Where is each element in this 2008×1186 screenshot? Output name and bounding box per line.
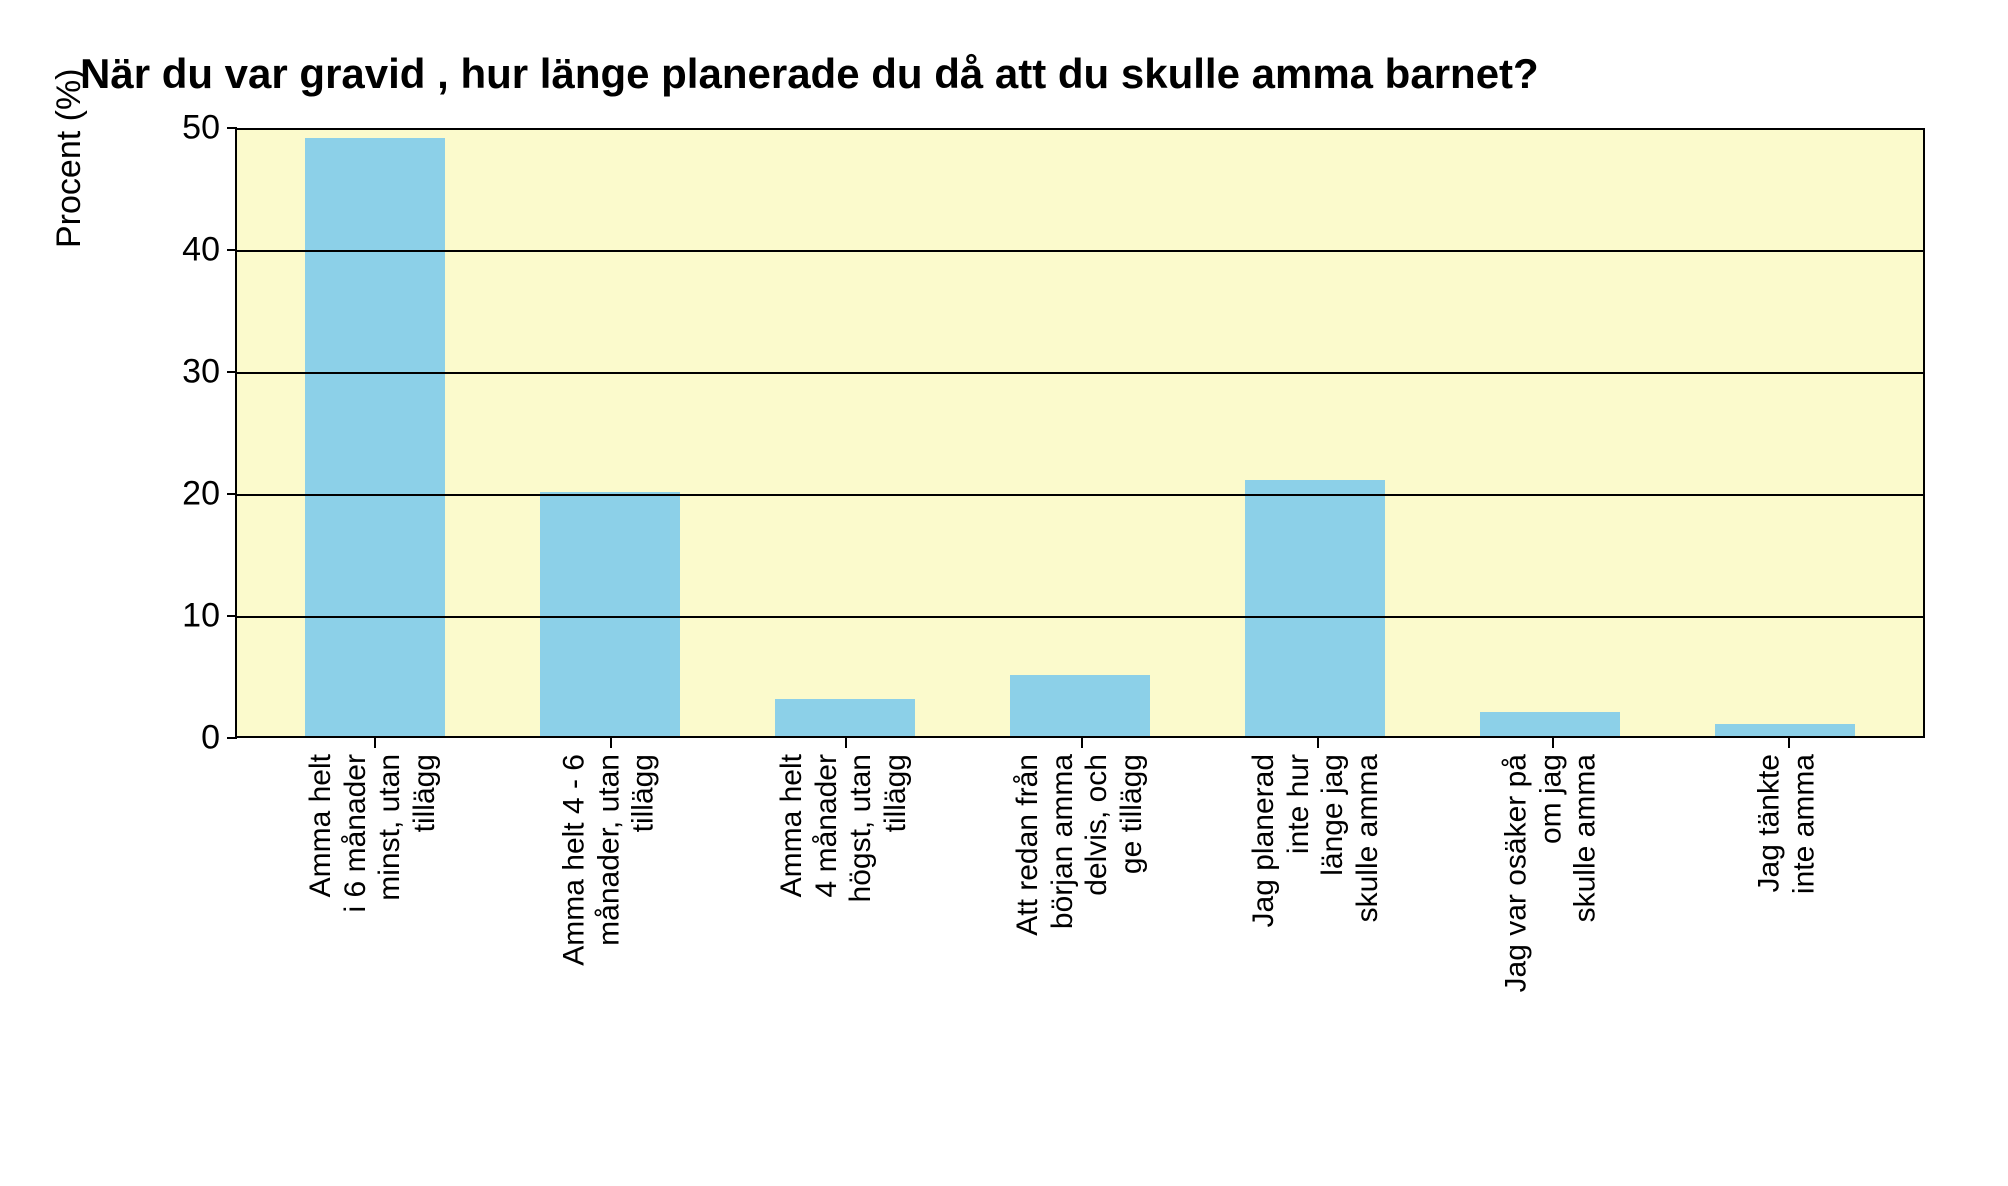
bar-slot [257,128,492,736]
y-tick-mark [227,737,237,739]
x-tick-mark [1788,738,1790,748]
x-label-slot: Jag planerad inte hur länge jag skulle a… [1198,754,1434,1154]
x-axis-category-label: Jag planerad inte hur länge jag skulle a… [1247,754,1385,927]
bar-slot [1668,128,1903,736]
x-tick-mark [1552,738,1554,748]
bar-slot [492,128,727,736]
y-tick-mark [227,493,237,495]
grid-line [237,372,1923,374]
x-tick-mark [1317,738,1319,748]
y-tick-label: 50 [182,109,220,148]
bar [1245,480,1385,736]
y-tick-label: 30 [182,353,220,392]
y-tick-label: 0 [201,719,220,758]
x-tick-mark [610,738,612,748]
y-tick-mark [227,615,237,617]
bar [1480,712,1620,736]
bars-container [237,128,1923,736]
x-tick-mark [845,738,847,748]
grid-line [237,250,1923,252]
bar-slot [1198,128,1433,736]
y-axis-ticks: 01020304050 [170,128,230,738]
bar [775,699,915,736]
bar [1715,724,1855,736]
bar-slot [1433,128,1668,736]
x-axis-category-label: Amma helt 4 månader högst, utan tillägg [775,754,913,902]
bar-slot [727,128,962,736]
x-axis-category-label: Amma helt 4 - 6 månader, utan tillägg [557,754,661,966]
chart-container: Procent (%) 01020304050 Amma helt i 6 må… [60,128,1940,1168]
x-label-slot: Jag var osäker på om jag skulle amma [1434,754,1670,1154]
x-axis-category-label: Jag tänkte inte amma [1753,754,1822,894]
page: När du var gravid , hur länge planerade … [0,0,2008,1186]
plot-area [235,128,1925,738]
chart-title: När du var gravid , hur länge planerade … [80,50,1948,98]
x-tick-mark [1081,738,1083,748]
x-tick-mark [374,738,376,748]
grid-line [237,494,1923,496]
grid-line [237,128,1923,130]
y-tick-label: 40 [182,231,220,270]
y-tick-mark [227,371,237,373]
x-label-slot: Jag tänkte inte amma [1669,754,1905,1154]
y-axis-label: Procent (%) [50,69,89,249]
x-label-slot: Amma helt 4 - 6 månader, utan tillägg [491,754,727,1154]
x-axis-category-label: Amma helt i 6 månader minst, utan tilläg… [304,754,442,912]
x-label-slot: Amma helt i 6 månader minst, utan tilläg… [255,754,491,1154]
y-tick-mark [227,249,237,251]
grid-line [237,616,1923,618]
y-tick-label: 10 [182,597,220,636]
plot-outer: 01020304050 Amma helt i 6 månader minst,… [170,128,1930,1168]
bar [1010,675,1150,736]
bar [540,492,680,736]
x-axis-labels: Amma helt i 6 månader minst, utan tilläg… [235,754,1925,1154]
x-label-slot: Amma helt 4 månader högst, utan tillägg [726,754,962,1154]
x-label-slot: Att redan från början amma delvis, och g… [962,754,1198,1154]
bar [305,138,445,736]
y-tick-label: 20 [182,475,220,514]
bar-slot [962,128,1197,736]
x-axis-category-label: Jag var osäker på om jag skulle amma [1500,754,1604,992]
y-tick-mark [227,127,237,129]
x-axis-category-label: Att redan från början amma delvis, och g… [1011,754,1149,936]
